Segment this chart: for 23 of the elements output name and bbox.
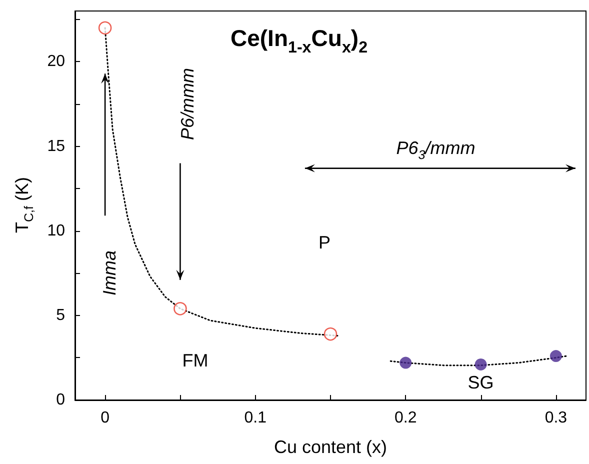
annotation: P6$_{3}$/mmm — [396, 138, 476, 162]
point — [174, 302, 187, 316]
x-tick-label: 0.1 — [244, 410, 267, 426]
y-tick-label: 10 — [47, 222, 66, 240]
x-axis-title: Cu content (x) — [274, 437, 388, 457]
point — [474, 358, 487, 370]
annotation: FM — [182, 350, 208, 372]
y-tick-label: 20 — [47, 53, 66, 70]
text: Ce(In$_{1-x}$Cu$_{x}$)$_{2}$ — [230, 24, 368, 58]
point — [324, 327, 338, 341]
x-tick-label: 0.3 — [544, 410, 568, 426]
y-tick-label: 5 — [56, 306, 66, 324]
annotation: P6/mmm — [177, 68, 198, 140]
annotation: SG — [468, 372, 494, 394]
annotation: Imma — [99, 250, 120, 296]
point — [550, 350, 562, 362]
point — [400, 356, 412, 369]
y-tick-label: 15 — [47, 138, 66, 155]
y-tick-label: 0 — [56, 392, 66, 408]
annotation: P — [318, 232, 330, 254]
x-tick-label: 0 — [100, 410, 110, 426]
point — [98, 21, 112, 35]
x-tick-label: 0.2 — [394, 410, 417, 426]
